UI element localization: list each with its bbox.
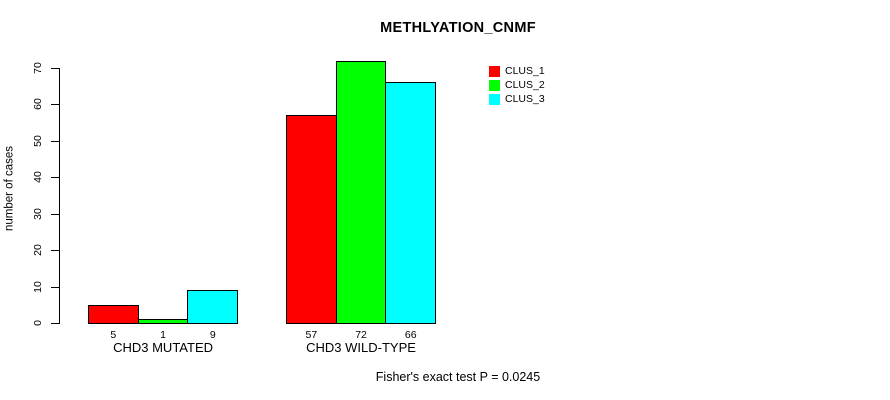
y-tick-label: 10 (32, 280, 44, 293)
legend-label: CLUS_1 (505, 65, 545, 77)
bar-value-label: 72 (355, 329, 367, 341)
legend-row: CLUS_2 (489, 80, 545, 91)
bar (187, 290, 239, 324)
annotation-text: Fisher's exact test P = 0.0245 (375, 370, 541, 384)
bar (385, 82, 437, 324)
x-category-label: CHD3 MUTATED (113, 340, 213, 355)
y-tick-mark (51, 286, 59, 288)
bar (137, 319, 189, 324)
y-tick-label: 50 (32, 134, 44, 147)
y-tick-mark (51, 177, 59, 179)
bar-value-label: 57 (305, 329, 318, 341)
bar-value-label: 5 (110, 329, 117, 341)
legend-swatch-icon (489, 66, 500, 77)
legend-swatch-icon (489, 94, 500, 105)
y-axis-line (59, 67, 60, 324)
legend-row: CLUS_1 (489, 66, 545, 77)
chart-title: METHLYATION_CNMF (380, 20, 536, 36)
y-tick-label: 0 (32, 320, 44, 326)
bar (335, 60, 387, 324)
bar-value-label: 9 (209, 329, 216, 341)
legend-label: CLUS_3 (505, 93, 545, 105)
y-tick-label: 40 (32, 171, 44, 184)
bar (88, 304, 139, 324)
bar (286, 115, 337, 324)
y-tick-label: 20 (32, 244, 44, 256)
legend-row: CLUS_3 (489, 94, 545, 105)
x-category-label: CHD3 WILD-TYPE (306, 340, 416, 355)
y-tick-mark (51, 323, 59, 324)
y-tick-mark (51, 250, 59, 252)
legend-label: CLUS_2 (505, 79, 545, 91)
y-tick-mark (51, 213, 59, 215)
legend: CLUS_1 CLUS_2 CLUS_3 (489, 66, 545, 108)
y-tick-label: 70 (32, 61, 44, 74)
y-tick-mark (51, 104, 59, 106)
y-tick-label: 60 (32, 98, 44, 111)
bar-value-label: 1 (160, 329, 166, 341)
bar-value-label: 66 (404, 329, 417, 341)
legend-swatch-icon (489, 80, 500, 91)
y-tick-label: 30 (32, 207, 44, 220)
y-tick-mark (51, 67, 59, 69)
y-tick-mark (51, 140, 59, 142)
